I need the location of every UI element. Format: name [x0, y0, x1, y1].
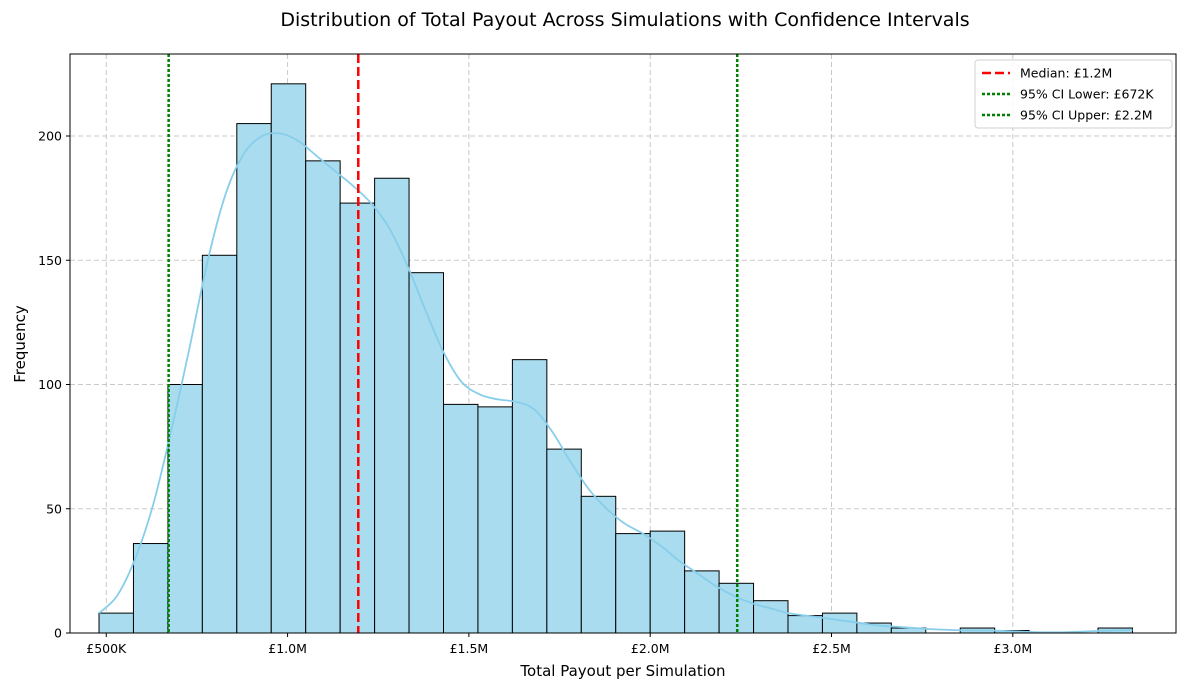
histogram-bar [443, 403, 479, 634]
y-tick-label: 150 [38, 253, 62, 268]
histogram-bar [477, 406, 513, 634]
y-tick-label: 100 [38, 377, 62, 392]
histogram-bar [270, 83, 307, 634]
histogram-bar [167, 384, 203, 634]
legend-label: 95% CI Lower: £672K [1020, 87, 1154, 102]
y-axis-label: Frequency [11, 305, 29, 383]
chart-title: Distribution of Total Payout Across Simu… [280, 9, 969, 31]
x-tick-label: £500K [86, 641, 127, 656]
x-tick-label: £2.0M [631, 641, 670, 656]
x-tick-label: £1.5M [450, 641, 489, 656]
histogram-bar [236, 123, 272, 634]
y-axis-ticks: 0 50 100 150 200 [38, 129, 70, 641]
histogram-bar [821, 612, 858, 634]
histogram-bar [132, 543, 169, 634]
legend-box [974, 59, 1173, 129]
histogram-bar [511, 359, 548, 634]
kde-layer [98, 132, 1133, 634]
histogram-bar [98, 612, 134, 634]
x-tick-label: £1.0M [268, 641, 307, 656]
histogram-bar [684, 570, 720, 634]
y-tick-label: 200 [38, 129, 62, 144]
y-tick-label: 0 [54, 626, 62, 641]
reference-lines [167, 54, 739, 633]
legend-label: 95% CI Upper: £2.2M [1020, 108, 1153, 123]
histogram-bar [787, 615, 823, 634]
histogram-bar [615, 533, 651, 634]
bars-layer [98, 83, 1133, 634]
y-tick-label: 50 [46, 501, 62, 516]
legend: Median: £1.2M 95% CI Lower: £672K 95% CI U… [974, 59, 1173, 129]
histogram-bar [580, 495, 617, 634]
histogram-bar [201, 254, 238, 634]
histogram-bar [305, 160, 341, 634]
histogram-bar [374, 177, 410, 634]
x-tick-label: £3.0M [994, 641, 1033, 656]
histogram-bar [546, 448, 582, 634]
histogram-bar [649, 530, 686, 634]
histogram-bar [408, 272, 445, 634]
legend-label: Median: £1.2M [1020, 66, 1112, 81]
x-tick-label: £2.5M [812, 641, 851, 656]
kde-curve [98, 132, 1133, 634]
plot-frame [69, 53, 1177, 634]
x-axis-label: Total Payout per Simulation [519, 662, 725, 680]
x-axis-ticks: £500K £1.0M £1.5M £2.0M £2.5M £3.0M [86, 633, 1032, 656]
